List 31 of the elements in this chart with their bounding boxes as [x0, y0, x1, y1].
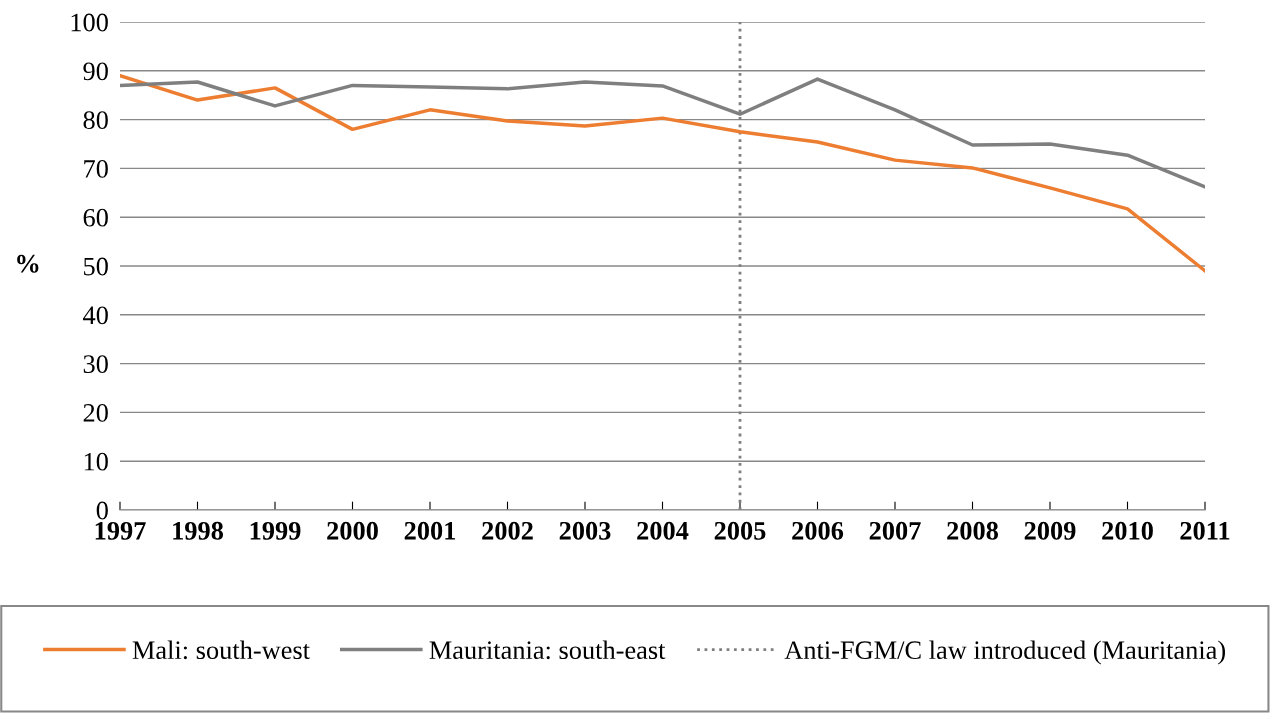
y-axis-title: %: [17, 254, 39, 273]
y-tick-label: 0: [96, 501, 108, 520]
x-tick-label: 2000: [327, 521, 378, 540]
legend-label: Mauritania: south-east: [429, 640, 666, 660]
x-tick-label: 2008: [947, 521, 999, 540]
y-tick-label: 20: [83, 404, 108, 422]
x-tick-label: 1997: [95, 521, 146, 540]
x-tick-label: 2004: [637, 521, 689, 540]
y-tick-label: 50: [84, 257, 108, 276]
y-tick-label: 100: [71, 13, 108, 32]
x-tick-label: 2001: [404, 521, 456, 540]
x-tick-label: 2007: [869, 521, 921, 540]
x-tick-label: 2009: [1024, 521, 1076, 540]
legend-label: Anti-FGM/C law introduced (Mauritania): [784, 640, 1225, 665]
x-tick-label: 2002: [482, 521, 533, 540]
legend-label: Mali: south-west: [132, 640, 310, 660]
y-tick-label: 30: [83, 355, 108, 374]
y-tick-label: 10: [84, 452, 108, 471]
x-tick-label: 2010: [1102, 521, 1153, 540]
y-tick-label: 60: [83, 208, 108, 227]
y-tick-label: 90: [83, 62, 108, 81]
x-tick-label: 1999: [250, 521, 301, 540]
x-tick-label: 2003: [559, 521, 611, 540]
line-series: [120, 73, 1205, 273]
x-tick-label: 2006: [792, 521, 844, 540]
y-tick-label: 70: [84, 160, 108, 178]
x-tick-label: 2011: [1180, 521, 1230, 540]
y-tick-label: 80: [83, 111, 108, 130]
x-tick-label: 2005: [714, 521, 766, 540]
x-tick-label: 1998: [173, 521, 224, 540]
y-tick-label: 40: [83, 306, 108, 325]
